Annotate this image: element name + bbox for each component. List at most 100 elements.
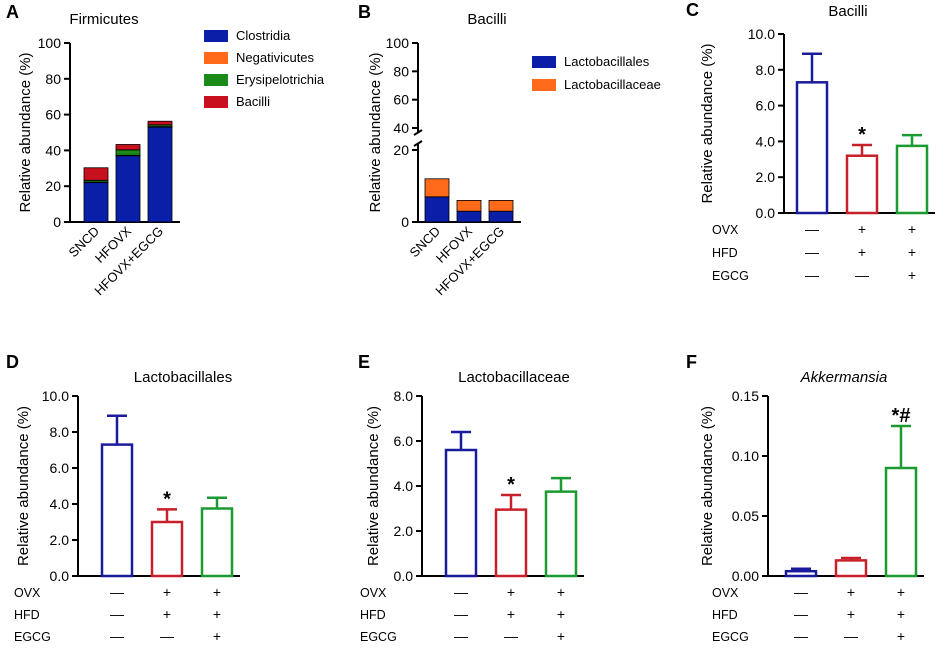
panel-d-row-label-egcg: EGCG bbox=[14, 630, 51, 644]
panel-a-bar-bacilli-hfovx bbox=[115, 144, 141, 151]
panel-e-label: E bbox=[358, 352, 370, 372]
panel-c-row-value: — bbox=[855, 267, 869, 283]
panel-e-y-tick-label: 4.0 bbox=[394, 478, 414, 494]
panel-f-y-tick-label: 0.00 bbox=[732, 568, 759, 584]
panel-d-row-value: + bbox=[163, 584, 171, 600]
panel-b-title: Bacilli bbox=[467, 11, 506, 28]
panel-e-y-tick-label: 0.0 bbox=[394, 568, 414, 584]
panel-f-row-value: — bbox=[794, 606, 808, 622]
panel-e-bar-1 bbox=[444, 448, 478, 578]
panel-c-y-tick-label: 6.0 bbox=[756, 98, 776, 114]
panel-c-y-tick-label: 4.0 bbox=[756, 133, 776, 149]
panel-b-legend-label: Lactobacillales bbox=[564, 54, 650, 69]
panel-e-row-value: + bbox=[557, 628, 565, 644]
panel-f-bar-2 bbox=[834, 559, 868, 578]
panel-d-title: Lactobacillales bbox=[134, 369, 232, 386]
panel-d-bar-3 bbox=[200, 507, 234, 578]
panel-c-row-label-hfd: HFD bbox=[712, 246, 738, 260]
panel-d-row-value: — bbox=[110, 606, 124, 622]
panel-f-y-tick-label: 0.05 bbox=[732, 508, 759, 524]
panel-e-bar-2 bbox=[494, 508, 528, 578]
panel-a-legend-swatch bbox=[204, 96, 228, 108]
panel-c-significance-mark: * bbox=[858, 124, 866, 146]
panel-f-row-value: + bbox=[897, 584, 905, 600]
panel-e-y-axis-label: Relative abundance (%) bbox=[365, 406, 382, 566]
panel-d-row-value: + bbox=[163, 606, 171, 622]
panel-b-y-tick-label: 60 bbox=[393, 92, 409, 108]
panel-d-significance-mark: * bbox=[163, 488, 171, 510]
panel-d-row-value: + bbox=[213, 606, 221, 622]
panel-b-axis-break-mark bbox=[413, 129, 423, 136]
panel-b-bar-lactobacillaceae-hfovx+egcg bbox=[488, 199, 514, 212]
panel-b-y-tick-label: 100 bbox=[386, 35, 410, 51]
panel-b-bar-lactobacillales-hfovx bbox=[456, 210, 482, 223]
panel-a-y-tick-label: 0 bbox=[53, 214, 61, 230]
panel-b-y-tick-label: 20 bbox=[393, 142, 409, 158]
panel-b-y-tick-label: 80 bbox=[393, 63, 409, 79]
panel-f-y-tick-label: 0.15 bbox=[732, 388, 759, 404]
panel-c-y-axis-label: Relative abundance (%) bbox=[699, 43, 716, 203]
panel-d-bar-2 bbox=[150, 520, 184, 578]
panel-c-row-value: — bbox=[805, 244, 819, 260]
panel-e-row-value: — bbox=[504, 628, 518, 644]
panel-a-legend-swatch bbox=[204, 52, 228, 64]
panel-a-legend-label: Bacilli bbox=[236, 94, 270, 109]
panel-f-bar-1 bbox=[784, 569, 818, 578]
panel-f-y-axis-label: Relative abundance (%) bbox=[699, 406, 716, 566]
panel-a-bar-erysipelotrichia-hfovx bbox=[115, 149, 141, 156]
panel-e-row-label-ovx: OVX bbox=[360, 586, 387, 600]
panel-c-bar-3 bbox=[895, 144, 929, 215]
panel-e-y-tick-label: 8.0 bbox=[394, 388, 414, 404]
panel-c-y-tick-label: 2.0 bbox=[756, 169, 776, 185]
panel-e-row-value: + bbox=[557, 606, 565, 622]
panel-e-row-label-hfd: HFD bbox=[360, 608, 386, 622]
panel-c-row-value: + bbox=[858, 244, 866, 260]
panel-e-significance-mark: * bbox=[507, 474, 515, 496]
panel-a-legend-swatch bbox=[204, 74, 228, 86]
panel-a-y-tick-label: 80 bbox=[45, 71, 61, 87]
panel-d-row-value: + bbox=[213, 628, 221, 644]
panel-e-y-tick-label: 2.0 bbox=[394, 523, 414, 539]
panel-c-row-value: + bbox=[908, 244, 916, 260]
panel-c-row-value: — bbox=[805, 221, 819, 237]
panel-f-row-label-hfd: HFD bbox=[712, 608, 738, 622]
panel-e-row-value: + bbox=[507, 584, 515, 600]
panel-f-row-value: — bbox=[844, 628, 858, 644]
panel-b-legend-swatch bbox=[532, 56, 556, 68]
panel-a-legend-label: Erysipelotrichia bbox=[236, 72, 325, 87]
panel-c-label: C bbox=[686, 0, 699, 20]
panel-c-title: Bacilli bbox=[828, 3, 867, 20]
panel-a-bar-bacilli-hfovx+egcg bbox=[147, 120, 173, 126]
panel-f-row-value: + bbox=[847, 606, 855, 622]
panel-c-row-label-ovx: OVX bbox=[712, 223, 739, 237]
panel-d-row-value: + bbox=[213, 584, 221, 600]
panel-a-bar-clostridia-hfovx bbox=[115, 155, 141, 223]
panel-e-bar-3 bbox=[544, 490, 578, 578]
panel-f-row-label-ovx: OVX bbox=[712, 586, 739, 600]
panel-a-bar-bacilli-sncd bbox=[83, 167, 109, 181]
panel-e-row-value: — bbox=[454, 606, 468, 622]
panel-d-row-value: — bbox=[160, 628, 174, 644]
panel-b-bar-lactobacillales-sncd bbox=[424, 196, 450, 223]
panel-d-y-axis-label: Relative abundance (%) bbox=[15, 406, 32, 566]
panel-e-row-label-egcg: EGCG bbox=[360, 630, 397, 644]
panel-e-row-value: — bbox=[454, 584, 468, 600]
panel-f-row-value: + bbox=[847, 584, 855, 600]
panel-e-row-value: — bbox=[454, 628, 468, 644]
panel-c-y-tick-label: 0.0 bbox=[756, 205, 776, 221]
panel-b-axis-break-mark bbox=[413, 140, 423, 147]
panel-d-row-label-ovx: OVX bbox=[14, 586, 41, 600]
panel-d-y-tick-label: 2.0 bbox=[50, 532, 70, 548]
panel-b-legend-label: Lactobacillaceae bbox=[564, 77, 661, 92]
panel-f-bar-3 bbox=[884, 466, 918, 578]
panel-d-row-value: — bbox=[110, 584, 124, 600]
panel-f-row-value: + bbox=[897, 606, 905, 622]
panel-c-y-tick-label: 8.0 bbox=[756, 62, 776, 78]
panel-f-row-value: + bbox=[897, 628, 905, 644]
panel-f-significance-mark: *# bbox=[892, 405, 911, 427]
panel-a-bar-clostridia-hfovx+egcg bbox=[147, 126, 173, 223]
panel-f-row-value: — bbox=[794, 584, 808, 600]
panel-b-bar-lactobacillales-hfovx+egcg bbox=[488, 210, 514, 223]
panel-a-label: A bbox=[6, 2, 19, 22]
